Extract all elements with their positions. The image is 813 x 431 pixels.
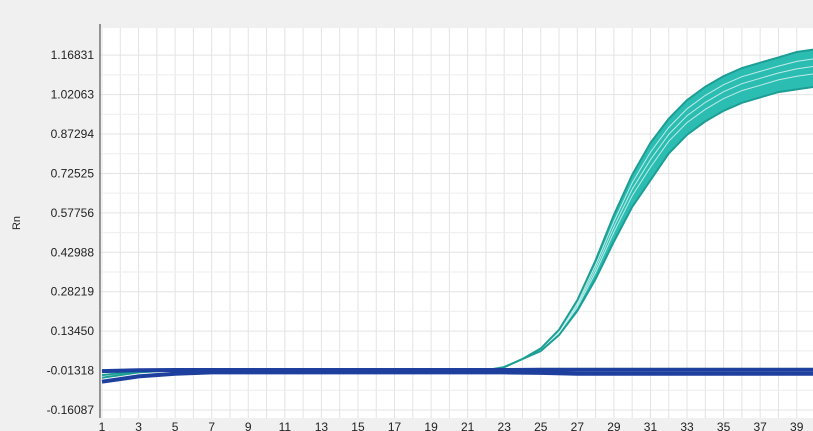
y-tick-label: 0.87294	[51, 127, 95, 141]
amplification-band	[102, 49, 813, 378]
y-tick-label: 0.13450	[51, 324, 95, 338]
x-tick-label: 11	[279, 420, 292, 431]
x-tick-label: 27	[571, 420, 585, 431]
x-tick-label: 25	[534, 420, 548, 431]
x-tick-label: 33	[680, 420, 694, 431]
y-tick-label: 0.28219	[51, 285, 95, 299]
axis-layer: 1 3 5 7 9 11 13 15 17 19 21 23 25 27 29 31 33 35 37 39-0.16…	[47, 24, 804, 431]
x-tick-label: 7	[208, 420, 215, 431]
series-layer	[101, 48, 813, 384]
x-tick-label: 35	[717, 420, 731, 431]
x-tick-label: 1	[99, 420, 106, 431]
plot-area	[100, 28, 813, 418]
x-tick-label: 15	[351, 420, 365, 431]
x-tick-label: 29	[607, 420, 621, 431]
baseline-curve	[101, 370, 813, 384]
x-tick-label: 13	[315, 420, 329, 431]
x-tick-label: 37	[753, 420, 767, 431]
y-tick-label: 0.42988	[51, 245, 95, 259]
x-tick-label: 31	[644, 420, 658, 431]
y-axis-label: Rn	[11, 216, 23, 230]
x-tick-label: 39	[790, 420, 804, 431]
y-tick-label: 0.72525	[51, 166, 95, 180]
y-tick-label: 1.02063	[51, 88, 95, 102]
x-tick-label: 9	[245, 420, 252, 431]
y-tick-label: -0.01318	[47, 364, 95, 378]
x-tick-label: 23	[498, 420, 512, 431]
y-tick-label: 1.16831	[51, 48, 95, 62]
x-tick-label: 5	[172, 420, 179, 431]
x-tick-label: 21	[461, 420, 475, 431]
y-tick-label: 0.57756	[51, 206, 95, 220]
x-tick-label: 3	[135, 420, 142, 431]
x-tick-label: 17	[388, 420, 402, 431]
x-tick-label: 19	[424, 420, 438, 431]
y-tick-label: -0.16087	[47, 403, 95, 417]
baseline-curve	[101, 367, 813, 374]
grid-layer	[100, 28, 813, 418]
